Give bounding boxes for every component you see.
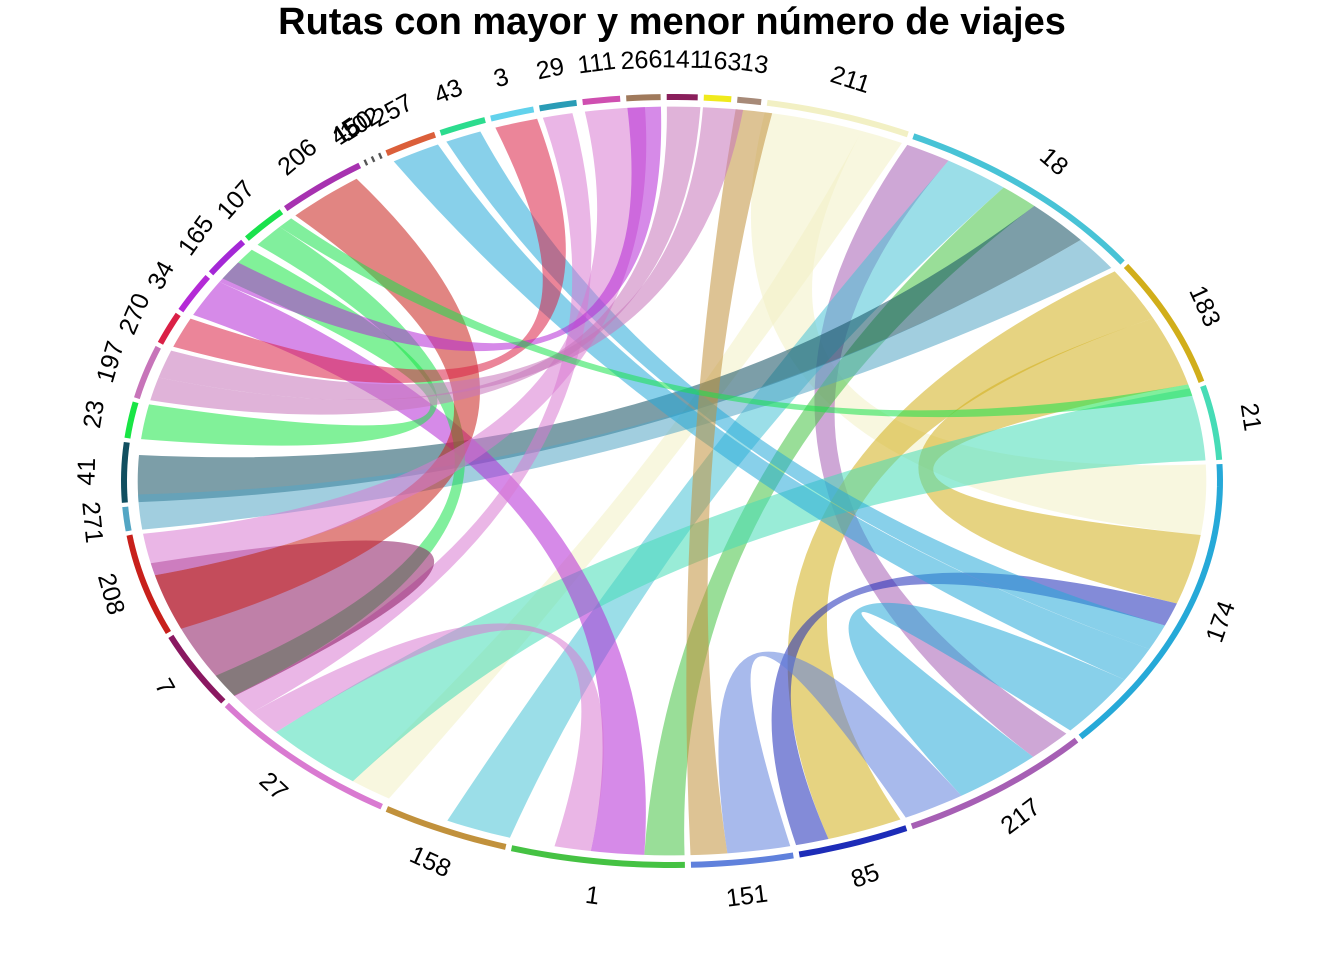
sector-label-41: 41	[72, 457, 101, 485]
sector-label-85: 85	[847, 858, 883, 894]
sector-label-217: 217	[996, 793, 1046, 840]
chords-layer	[137, 106, 1207, 856]
chord-208-111	[143, 107, 647, 576]
sector-arc-211	[766, 99, 909, 138]
sector-arc-1	[510, 845, 685, 869]
chord-211-174	[750, 112, 1207, 535]
chord-183-174	[918, 318, 1201, 604]
sector-arc-208	[126, 534, 172, 635]
sector-label-21: 21	[1235, 401, 1267, 433]
sector-arc-206	[283, 162, 362, 212]
sector-label-208: 208	[92, 570, 130, 618]
sector-label-158: 158	[406, 841, 456, 884]
chord-107-183	[279, 218, 1193, 418]
sector-arc-107	[244, 209, 284, 241]
sector-arc-34	[178, 274, 211, 313]
sector-arc-85	[798, 825, 908, 858]
sector-arc-266	[626, 94, 661, 102]
sector-arc-102	[378, 152, 383, 160]
sector-arc-21	[1200, 385, 1223, 461]
sector-label-18: 18	[1034, 142, 1073, 181]
sector-arc-197	[134, 345, 161, 400]
sector-label-141: 141	[662, 45, 704, 74]
sector-label-29: 29	[534, 52, 567, 85]
sector-label-111: 111	[576, 47, 617, 80]
sector-arc-217	[910, 737, 1079, 830]
chord-174-217	[848, 602, 1125, 796]
chord-183-85	[787, 271, 1154, 839]
chord-217-151	[718, 651, 962, 854]
sector-arc-3	[490, 106, 535, 122]
sector-label-43: 43	[430, 73, 466, 110]
sector-label-1: 1	[584, 881, 602, 911]
sector-label-163: 163	[699, 45, 743, 76]
sector-arc-151	[690, 852, 794, 868]
sector-label-206: 206	[272, 133, 322, 181]
sector-arc-270	[157, 312, 181, 345]
sector-label-107: 107	[212, 175, 261, 225]
chord-174-257	[393, 144, 1150, 680]
sector-arc-18	[912, 133, 1125, 265]
sector-label-165: 165	[173, 210, 220, 260]
sector-label-13: 13	[739, 48, 770, 80]
sector-label-23: 23	[78, 398, 110, 430]
chord-27-29	[234, 113, 592, 713]
chord-270-3	[173, 118, 566, 384]
sector-arc-29	[539, 99, 577, 112]
chord-1-27	[252, 623, 604, 852]
sector-arc-174	[1078, 463, 1223, 740]
sector-arc-111	[582, 95, 621, 106]
sector-label-266: 266	[620, 45, 663, 75]
chord-18-41	[137, 205, 1081, 503]
sector-arc-41	[120, 441, 130, 503]
sector-label-3: 3	[490, 63, 511, 94]
sector-arcs-layer	[120, 94, 1223, 869]
sector-arc-7	[168, 634, 226, 704]
sector-arc-45	[363, 159, 369, 166]
chord-174-85	[771, 572, 1177, 846]
chart-title: Rutas con mayor y menor número de viajes	[278, 1, 1066, 43]
sector-arc-13	[737, 96, 762, 106]
sector-arc-158	[385, 806, 507, 850]
sector-label-270: 270	[113, 289, 155, 338]
sector-arc-150	[370, 155, 376, 163]
chord-21-27	[275, 388, 1206, 782]
chord-151-13	[686, 109, 773, 856]
sector-label-183: 183	[1183, 281, 1226, 331]
chord-211-27	[352, 131, 902, 799]
sector-label-211: 211	[827, 60, 873, 99]
sector-arc-163	[703, 94, 732, 103]
sector-arc-165	[208, 239, 246, 276]
sector-arc-183	[1123, 263, 1205, 383]
sector-arc-23	[124, 401, 139, 439]
sector-label-34: 34	[142, 256, 180, 294]
sector-label-27: 27	[254, 767, 293, 806]
sector-arc-43	[439, 117, 486, 136]
sector-arc-27	[224, 702, 383, 810]
sector-label-197: 197	[91, 338, 130, 386]
chord-18-1	[644, 187, 1035, 856]
sector-label-151: 151	[724, 880, 769, 913]
sector-label-7: 7	[149, 674, 180, 700]
chord-197-163	[158, 107, 744, 401]
sector-label-271: 271	[76, 500, 108, 544]
chord-18-271	[138, 239, 1112, 530]
sector-label-174: 174	[1201, 597, 1241, 646]
sector-arc-257	[385, 131, 437, 156]
sector-arc-271	[122, 506, 132, 532]
